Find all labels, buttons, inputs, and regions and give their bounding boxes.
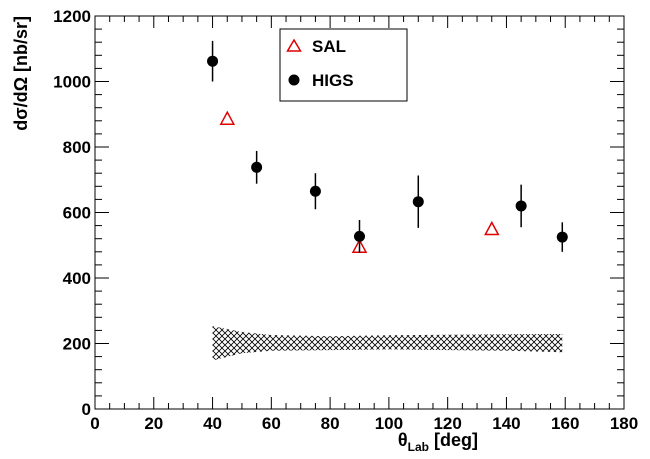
legend: SAL HIGS: [279, 28, 408, 102]
x-tick-label: 180: [610, 414, 638, 433]
legend-sal-label: SAL: [312, 37, 346, 56]
y-tick-label: 1000: [53, 73, 91, 92]
legend-sal-marker: [286, 38, 302, 52]
data-points: [207, 40, 568, 253]
higs-point: [309, 185, 321, 197]
legend-box: [279, 28, 408, 102]
y-tick-label: 200: [63, 335, 91, 354]
x-tick-label: 120: [433, 414, 461, 433]
legend-higs-marker: [288, 74, 300, 86]
x-tick-label: 60: [262, 414, 281, 433]
systematic-band: [212, 326, 563, 361]
higs-point: [515, 200, 527, 212]
x-tick-label: 100: [375, 414, 403, 433]
x-tick-label: 0: [90, 414, 99, 433]
sal-point: [219, 110, 236, 125]
y-tick-label: 800: [63, 138, 91, 157]
y-axis-title: dσ/dΩ [nb/sr]: [11, 16, 31, 131]
sal-point: [484, 220, 500, 236]
axes: 0 20 40 60 80 100 120 140 160 180 0 200 400 600 800 100…: [11, 7, 638, 454]
higs-point: [207, 55, 219, 67]
y-tick-label: 1200: [53, 7, 91, 26]
x-tick-label: 80: [321, 414, 340, 433]
x-tick-label: 140: [492, 414, 520, 433]
higs-point: [412, 196, 424, 208]
y-tick-label: 400: [63, 269, 91, 288]
y-tick-label: 0: [82, 400, 91, 419]
x-tick-label: 40: [203, 414, 222, 433]
higs-point: [354, 230, 365, 242]
higs-point: [251, 161, 263, 173]
systematic-band-layer: [212, 326, 563, 361]
x-axis-title: θLab [deg]: [398, 430, 478, 454]
x-tick-label: 20: [144, 414, 163, 433]
y-tick-label: 600: [63, 204, 91, 223]
legend-higs-label: HIGS: [312, 71, 354, 90]
x-tick-label: 160: [551, 414, 579, 433]
higs-point: [556, 231, 568, 243]
